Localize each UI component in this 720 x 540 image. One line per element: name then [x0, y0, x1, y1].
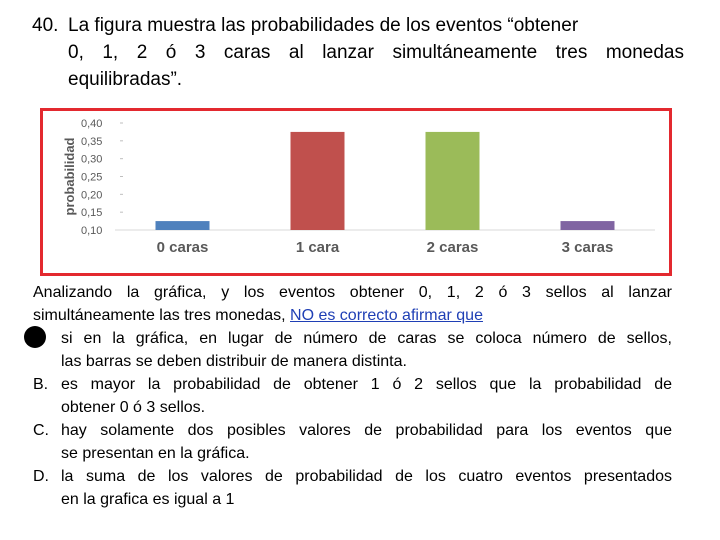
option-d-line-2: en la grafica es igual a 1: [61, 491, 235, 508]
y-tick-label: 0,20: [81, 189, 102, 201]
analysis: Analizando la gráfica, y los eventos obt…: [24, 281, 672, 511]
option-a[interactable]: si en la gráfica, en lugar de número de …: [24, 326, 672, 373]
option-d[interactable]: D. la suma de los valores de probabilida…: [33, 465, 672, 511]
option-c-letter: C.: [33, 422, 49, 439]
analysis-intro-text: simultáneamente las tres monedas,: [33, 307, 291, 324]
option-b-line-2: obtener 0 ó 3 sellos.: [61, 399, 206, 416]
bar-1-cara: [290, 131, 345, 230]
y-tick-label: 0,35: [81, 136, 102, 148]
question-text-line-3: equilibradas”.: [68, 69, 183, 90]
y-tick-label: 0,40: [81, 118, 102, 130]
y-tick-label: 0,25: [81, 172, 102, 184]
chart-frame: probabilidad 0,10 0,15 0,20 0,25 0,30 0,35 0,40…: [40, 108, 672, 276]
option-a-line-2: las barras se deben distribuir de manera…: [61, 353, 407, 370]
analysis-intro-line-1: Analizando la gráfica, y los eventos obt…: [33, 284, 672, 301]
probability-bar-chart: probabilidad 0,10 0,15 0,20 0,25 0,30 0,35 0,40…: [62, 118, 655, 256]
y-axis-label: probabilidad: [62, 137, 77, 215]
option-b-letter: B.: [33, 376, 49, 393]
option-c-line-1: hay solamente dos posibles valores de pr…: [61, 422, 672, 439]
not-correct-emphasis: NO es correcto afirmar que: [290, 307, 483, 324]
bar-0-caras: [155, 221, 210, 230]
y-tick-label: 0,30: [81, 154, 102, 166]
option-d-line-1: la suma de los valores de probabilidad d…: [61, 468, 672, 485]
bar-3-caras: [560, 221, 615, 230]
option-c[interactable]: C. hay solamente dos posibles valores de…: [33, 419, 672, 465]
y-tick-label: 0,15: [81, 207, 102, 219]
question-text-line-2: 0, 1, 2 ó 3 caras al lanzar simultáneame…: [68, 42, 684, 63]
question: 40. La figura muestra las probabilidades …: [32, 12, 684, 93]
bar-2-caras: [425, 131, 480, 230]
x-tick-label: 2 caras: [427, 239, 479, 256]
x-tick-label: 1 cara: [296, 239, 340, 256]
option-b-line-1: es mayor la probabilidad de obtener 1 ó …: [61, 376, 672, 393]
option-c-line-2: se presentan en la gráfica.: [61, 445, 250, 462]
question-text-line-1: La figura muestra las probabilidades de …: [68, 15, 579, 36]
option-a-line-1: si en la gráfica, en lugar de número de …: [61, 330, 672, 347]
x-tick-label: 3 caras: [562, 239, 614, 256]
x-tick-label: 0 caras: [157, 239, 209, 256]
analysis-intro-line-2: simultáneamente las tres monedas, NO es …: [33, 304, 672, 327]
selected-answer-marker: [24, 326, 46, 348]
y-tick-label: 0,10: [81, 225, 102, 237]
option-b[interactable]: B. es mayor la probabilidad de obtener 1…: [33, 373, 672, 419]
option-d-letter: D.: [33, 468, 49, 485]
question-number: 40.: [32, 15, 59, 36]
